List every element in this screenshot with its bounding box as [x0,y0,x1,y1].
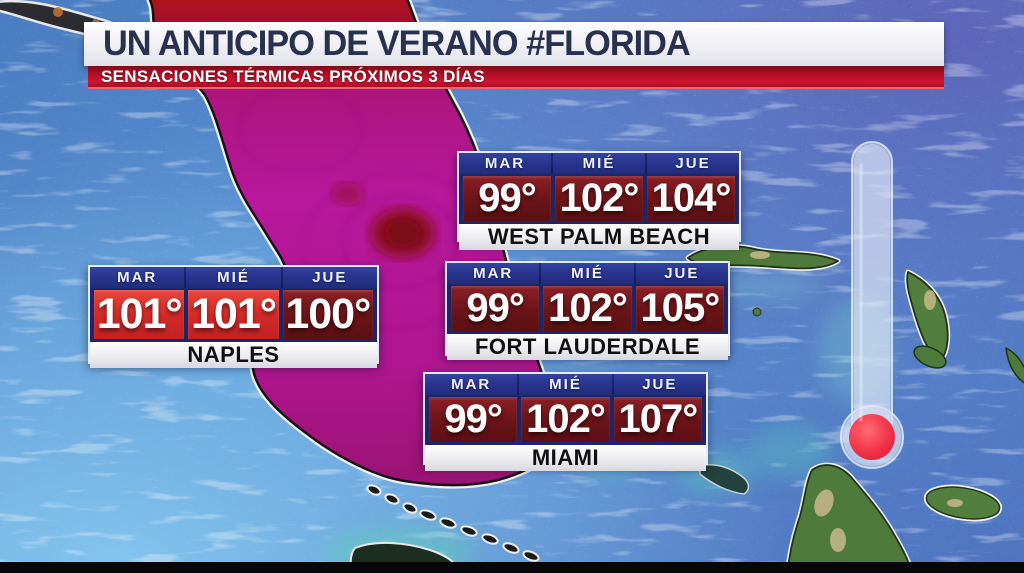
temperature-row: 99° 102° 107° [425,395,706,445]
day-label: MAR [473,265,514,282]
subheadline-text: SENSACIONES TÉRMICAS PRÓXIMOS 3 DÍAS [101,66,485,86]
headline-title: UN ANTICIPO DE VERANO #FLORIDA [103,24,691,63]
subheadline-banner: SENSACIONES TÉRMICAS PRÓXIMOS 3 DÍAS [88,66,944,89]
day-label: MIÉ [539,263,633,284]
florida-keys [349,464,750,573]
day-header-row: MAR MIÉ JUE [425,374,706,395]
day-header-row: MAR MIÉ JUE [459,153,739,174]
temperature-value: 101° [94,290,185,339]
temperature-row: 99° 102° 104° [459,174,739,224]
day-label: MIÉ [517,374,611,395]
day-label: MIÉ [184,267,280,288]
temperature-value: 99° [451,286,540,331]
city-label: NAPLES [90,342,377,368]
florida-peninsula [148,0,562,485]
day-header-row: MAR MIÉ JUE [447,263,728,284]
forecast-table-naples: MAR MIÉ JUE 101° 101° 100° NAPLES [88,265,379,368]
day-label: JUE [611,374,706,395]
day-label: JUE [633,263,728,284]
temperature-value: 105° [635,286,724,331]
forecast-table-fort-lauderdale: MAR MIÉ JUE 99° 102° 105° FORT LAUDERDAL… [445,261,730,360]
day-label: JUE [280,267,377,288]
headline-banner: UN ANTICIPO DE VERANO #FLORIDA [84,22,944,66]
day-label: MAR [117,269,158,286]
day-header-row: MAR MIÉ JUE [90,267,377,288]
temperature-value: 107° [613,397,702,442]
temperature-value: 101° [188,290,279,339]
forecast-table-west-palm-beach: MAR MIÉ JUE 99° 102° 104° WEST PALM BEAC… [457,151,741,250]
day-label: MAR [451,376,492,393]
forecast-table-miami: MAR MIÉ JUE 99° 102° 107° MIAMI [423,372,708,471]
temperature-value: 99° [463,176,551,221]
temperature-value: 102° [543,286,632,331]
thermometer-icon [840,141,904,469]
bottom-bar [0,562,1024,573]
day-label: MAR [484,155,526,172]
temperature-value: 102° [521,397,610,442]
temperature-row: 99° 102° 105° [447,284,728,334]
city-label: WEST PALM BEACH [459,224,739,250]
temperature-row: 101° 101° 100° [90,288,377,342]
city-label: FORT LAUDERDALE [447,334,728,360]
temperature-value: 99° [429,397,518,442]
day-label: MIÉ [551,153,645,174]
temperature-value: 102° [555,176,643,221]
day-label: JUE [645,153,739,174]
temperature-value: 100° [282,290,373,339]
city-label: MIAMI [425,445,706,471]
temperature-value: 104° [647,176,735,221]
